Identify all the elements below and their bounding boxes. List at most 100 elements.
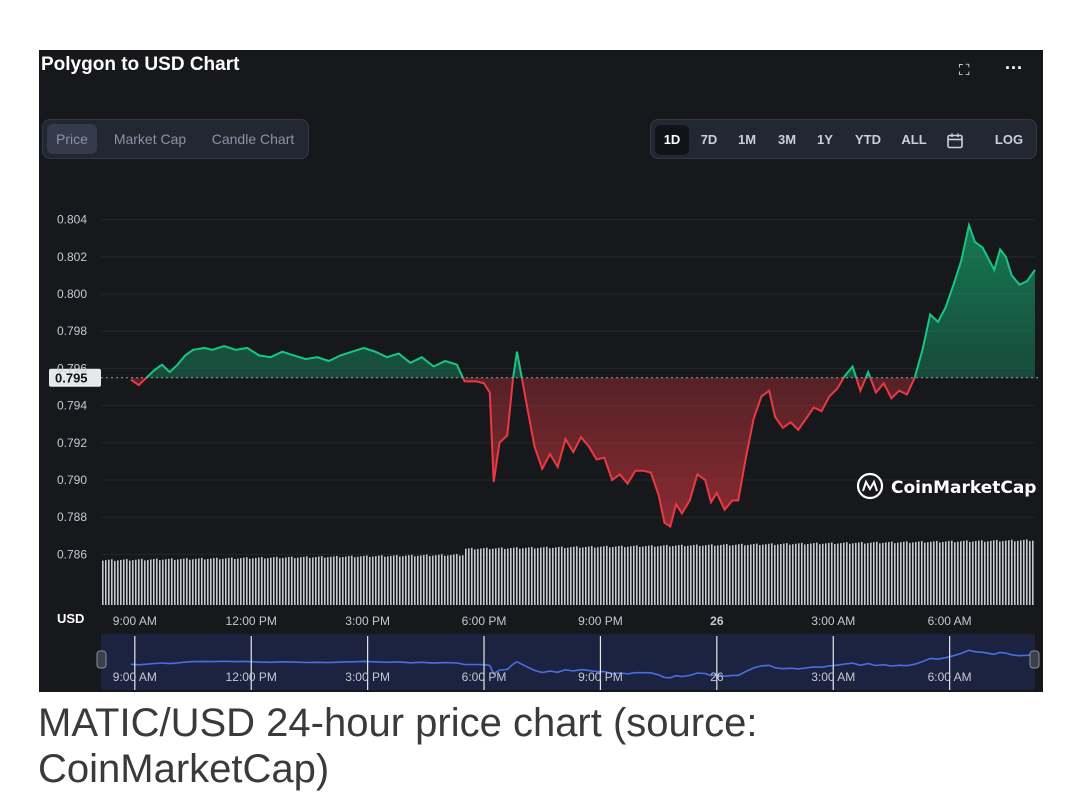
tab-ytd[interactable]: YTD <box>855 132 881 147</box>
volume-bar <box>372 556 374 605</box>
volume-bar <box>390 555 392 605</box>
volume-bar <box>525 547 527 605</box>
tab-1d[interactable]: 1D <box>655 125 689 155</box>
volume-bar <box>189 559 191 605</box>
volume-bar <box>330 556 332 605</box>
volume-bar <box>258 557 260 605</box>
volume-bar <box>930 541 932 605</box>
volume-bar <box>198 558 200 605</box>
volume-bar <box>138 559 140 605</box>
volume-bar <box>324 557 326 605</box>
volume-bar <box>939 542 941 605</box>
volume-bar <box>150 559 152 605</box>
volume-bar <box>456 554 458 605</box>
volume-bar <box>984 541 986 605</box>
volume-bar <box>621 545 623 605</box>
volume-bar <box>969 541 971 605</box>
volume-bar <box>453 554 455 605</box>
volume-bar <box>1020 540 1022 605</box>
volume-bar <box>426 554 428 605</box>
volume-bar <box>318 556 320 605</box>
y-tick-label: 0.798 <box>57 324 87 338</box>
volume-bar <box>141 558 143 605</box>
tab-log[interactable]: LOG <box>994 132 1024 147</box>
volume-bar <box>741 543 743 605</box>
tab-candle-chart[interactable]: Candle Chart <box>211 131 295 147</box>
volume-bar <box>759 545 761 605</box>
tab-1m[interactable]: 1M <box>737 132 757 147</box>
volume-bar <box>327 557 329 605</box>
volume-bar <box>504 548 506 605</box>
price-chart[interactable]: 0.795 0.804 0.802 0.800 0.798 0.796 0.794 0.79… <box>39 50 1043 692</box>
volume-bar <box>399 556 401 605</box>
tab-all[interactable]: ALL <box>901 132 927 147</box>
volume-bar <box>738 544 740 605</box>
volume-bar <box>936 540 938 605</box>
volume-bar <box>822 543 824 605</box>
volume-bar <box>918 541 920 605</box>
volume-bar <box>762 544 764 605</box>
volume-bar <box>534 548 536 605</box>
volume-bar <box>690 545 692 605</box>
tab-3m[interactable]: 3M <box>777 132 797 147</box>
volume-bar <box>480 548 482 605</box>
volume-bar <box>1005 540 1007 605</box>
volume-bar <box>186 558 188 605</box>
volume-bar <box>867 543 869 605</box>
tab-market-cap[interactable]: Market Cap <box>113 131 187 147</box>
volume-bar <box>864 543 866 605</box>
volume-bar <box>459 555 461 605</box>
volume-bar <box>1014 541 1016 605</box>
volume-bar <box>765 544 767 605</box>
volume-bar <box>684 546 686 605</box>
figure-caption: MATIC/USD 24-hour price chart (source: C… <box>38 701 758 791</box>
navigator-handle-right[interactable] <box>1029 650 1040 669</box>
more-icon[interactable]: ··· <box>1005 58 1023 78</box>
price-line-down <box>130 377 916 529</box>
volume-bar <box>726 544 728 605</box>
navigator-handle-left[interactable] <box>96 650 107 669</box>
volume-bar <box>333 556 335 605</box>
volume-bar <box>720 544 722 605</box>
volume-bar <box>531 546 533 605</box>
volume-bar <box>942 541 944 605</box>
volume-bar <box>579 547 581 605</box>
volume-bar <box>723 544 725 605</box>
volume-bar <box>651 545 653 605</box>
volume-bar <box>594 547 596 605</box>
fullscreen-icon[interactable]: ⛶ <box>959 62 969 79</box>
volume-bar <box>492 548 494 605</box>
volume-bar <box>144 560 146 605</box>
time-range-tabs: 1D 7D 1M 3M 1Y YTD ALL LOG <box>650 119 1037 159</box>
y-tick-label: 0.802 <box>57 250 87 264</box>
volume-bar <box>309 557 311 605</box>
volume-bar <box>222 558 224 605</box>
volume-bar <box>597 547 599 605</box>
volume-bar <box>696 544 698 605</box>
reference-label-bg <box>49 368 101 387</box>
volume-bar <box>471 547 473 605</box>
volume-bar <box>870 542 872 605</box>
volume-bar <box>477 548 479 605</box>
tab-1y[interactable]: 1Y <box>817 132 833 147</box>
volume-bar <box>792 544 794 605</box>
volume-bar <box>882 542 884 605</box>
tab-price[interactable]: Price <box>47 124 97 154</box>
tab-7d[interactable]: 7D <box>700 132 718 147</box>
volume-bar <box>468 548 470 605</box>
volume-bar <box>306 556 308 605</box>
volume-bar <box>417 555 419 605</box>
volume-bar <box>387 556 389 605</box>
volume-bar <box>423 554 425 605</box>
x-tick-label: 6:00 AM <box>928 614 972 628</box>
volume-bar <box>573 546 575 605</box>
calendar-icon[interactable] <box>938 125 972 155</box>
volume-bar <box>927 542 929 605</box>
volume-bar <box>369 556 371 605</box>
volume-bar <box>729 545 731 605</box>
volume-bar <box>708 544 710 605</box>
volume-bar <box>636 545 638 605</box>
volume-bar <box>1026 539 1028 605</box>
x-tick-label: 26 <box>710 614 724 628</box>
volume-bar <box>564 548 566 605</box>
